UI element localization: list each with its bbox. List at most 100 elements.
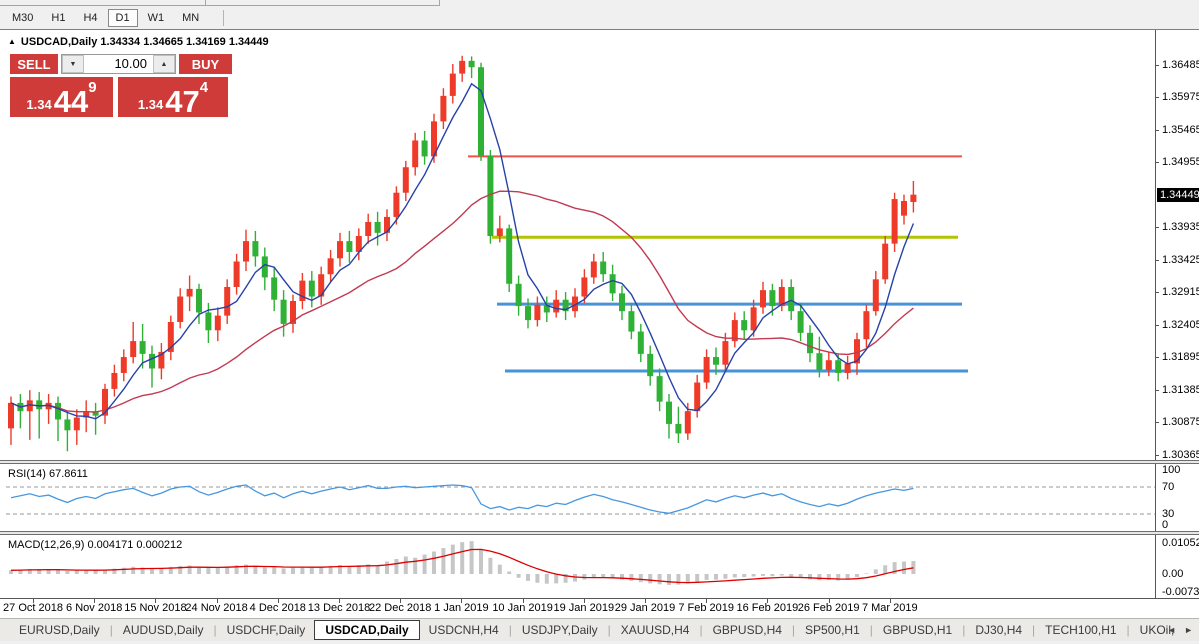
candle-body <box>214 315 221 331</box>
candle-body <box>290 300 296 324</box>
chart-tab-audusddaily[interactable]: AUDUSD,Daily <box>122 623 204 637</box>
candle-body <box>205 312 212 331</box>
candle-body <box>675 423 682 434</box>
rsi-axis-label: 30 <box>1162 508 1175 520</box>
timeframe-button-d1[interactable]: D1 <box>107 9 138 27</box>
candle-body <box>619 293 625 312</box>
candle-body <box>177 296 184 323</box>
macd-signal-line <box>10 548 914 584</box>
chart-tab-dj30h4[interactable]: DJ30,H4 <box>975 623 1023 637</box>
candlestick-chart[interactable] <box>0 30 1199 460</box>
tabs-scroll-left-button[interactable]: ◄ <box>1167 625 1177 635</box>
timeframe-button-h4[interactable]: H4 <box>83 12 98 24</box>
tabs-scroll-right-button[interactable]: ► <box>1184 625 1193 635</box>
candle-body <box>910 194 917 203</box>
chart-tab-gbpusdh1[interactable]: GBPUSD,H1 <box>882 623 953 637</box>
candle-body <box>797 311 804 333</box>
chart-tab-eurusddaily[interactable]: EURUSD,Daily <box>19 623 100 637</box>
price-chart-panel[interactable]: ▲ USDCAD,Daily 1.34334 1.34665 1.34169 1.… <box>0 30 1199 461</box>
candle-body <box>901 200 907 216</box>
time-axis-label: 19 Jan 2019 <box>553 602 615 614</box>
chart-tab-usdchfdaily[interactable]: USDCHF,Daily <box>226 623 306 637</box>
volume-decrease-button[interactable]: ▼ <box>62 55 84 73</box>
tab-separator: | <box>791 623 796 637</box>
price-axis-label: 1.31895 <box>1162 351 1199 364</box>
volume-input[interactable]: 10.00 <box>114 56 147 71</box>
sell-price-box[interactable]: 1.34 44 9 <box>10 77 113 117</box>
candle-body <box>807 332 813 354</box>
status-strip <box>0 641 1199 644</box>
sell-button[interactable]: SELL <box>10 54 58 74</box>
sell-price-main: 44 <box>53 83 89 119</box>
candle-body <box>167 322 174 352</box>
candle-body <box>186 288 193 297</box>
candle-body <box>308 280 315 297</box>
candle-body <box>149 353 155 369</box>
price-axis-tick <box>1155 162 1159 164</box>
timeframe-button-m30[interactable]: M30 <box>12 12 34 24</box>
candle-body <box>299 280 306 301</box>
candle-body <box>487 155 494 237</box>
timeframe-button-mn[interactable]: MN <box>182 12 200 24</box>
candle-body <box>713 357 719 365</box>
candle-body <box>628 311 635 332</box>
chart-tab-sp500h1[interactable]: SP500,H1 <box>805 623 860 637</box>
timeframe-button-w1[interactable]: W1 <box>147 12 165 24</box>
panel-separator[interactable] <box>0 531 1199 535</box>
panel-separator[interactable] <box>0 460 1199 464</box>
time-axis-label: 29 Jan 2019 <box>614 602 676 614</box>
candle-body <box>703 357 710 383</box>
candle-body <box>816 353 823 370</box>
candle-body <box>243 241 249 262</box>
chart-tab-usdcaddaily[interactable]: USDCAD,Daily <box>314 620 420 640</box>
time-axis-label: 22 Dec 2018 <box>368 602 432 614</box>
rsi-chart <box>6 464 1156 531</box>
candle-body <box>760 290 766 308</box>
collapse-icon[interactable]: ▲ <box>8 37 16 46</box>
macd-indicator-panel[interactable]: MACD(12,26,9) 0.004171 0.000212 0.010525… <box>0 535 1199 598</box>
time-axis-tick <box>706 599 708 603</box>
price-axis-label: 1.30365 <box>1162 448 1199 461</box>
chart-tab-usdcnhh4[interactable]: USDCNH,H4 <box>428 623 499 637</box>
candle-body <box>694 382 701 412</box>
buy-price-box[interactable]: 1.34 47 4 <box>118 77 228 117</box>
price-axis-label: 1.34955 <box>1162 156 1199 169</box>
tab-separator: | <box>1032 623 1036 637</box>
candle-body <box>750 307 757 331</box>
candle-body <box>844 363 851 373</box>
candle-body <box>562 299 569 312</box>
volume-increase-button[interactable]: ▲ <box>153 55 175 73</box>
timeframe-button-h1[interactable]: H1 <box>51 12 66 24</box>
rsi-indicator-panel[interactable]: RSI(14) 67.8611 100 70 30 0 <box>0 464 1199 531</box>
candle-body <box>139 341 146 354</box>
candle-body <box>778 286 785 307</box>
chart-title-text: USDCAD,Daily 1.34334 1.34665 1.34169 1.3… <box>20 36 269 48</box>
timeframe-toolbar: M30 H1 H4 D1 W1 MN <box>0 7 1199 29</box>
candle-body <box>515 283 522 307</box>
candle-body <box>543 304 550 313</box>
buy-price-prefix: 1.34 <box>137 97 164 112</box>
chart-tab-xauusdh4[interactable]: XAUUSD,H4 <box>620 623 690 637</box>
tab-separator: | <box>962 623 966 637</box>
candle-body <box>647 353 654 377</box>
chart-tab-ukoil[interactable]: UKOil, <box>1139 623 1175 637</box>
buy-button[interactable]: BUY <box>179 54 232 74</box>
price-axis-tick <box>1155 389 1159 391</box>
candle-body <box>36 400 43 410</box>
candle-body <box>835 360 842 373</box>
chart-tab-gbpusdh4[interactable]: GBPUSD,H4 <box>712 623 782 637</box>
toolbar-separator <box>205 0 206 6</box>
candle-body <box>656 376 663 402</box>
candle-body <box>337 241 343 259</box>
chart-tab-tech100h1[interactable]: TECH100,H1 <box>1045 623 1117 637</box>
time-axis-tick <box>94 599 96 603</box>
chart-tab-usdjpydaily[interactable]: USDJPY,Daily <box>521 623 598 637</box>
time-axis-label: 27 Oct 2018 <box>3 602 63 614</box>
candle-body <box>384 216 390 233</box>
candle-body <box>346 241 353 252</box>
time-axis-tick <box>522 599 524 603</box>
candle-body <box>318 274 325 297</box>
time-axis[interactable]: 27 Oct 2018 6 Nov 2018 15 Nov 2018 24 Nov 2… <box>0 598 1199 619</box>
candle-body <box>393 192 400 217</box>
time-axis-tick <box>645 599 646 603</box>
